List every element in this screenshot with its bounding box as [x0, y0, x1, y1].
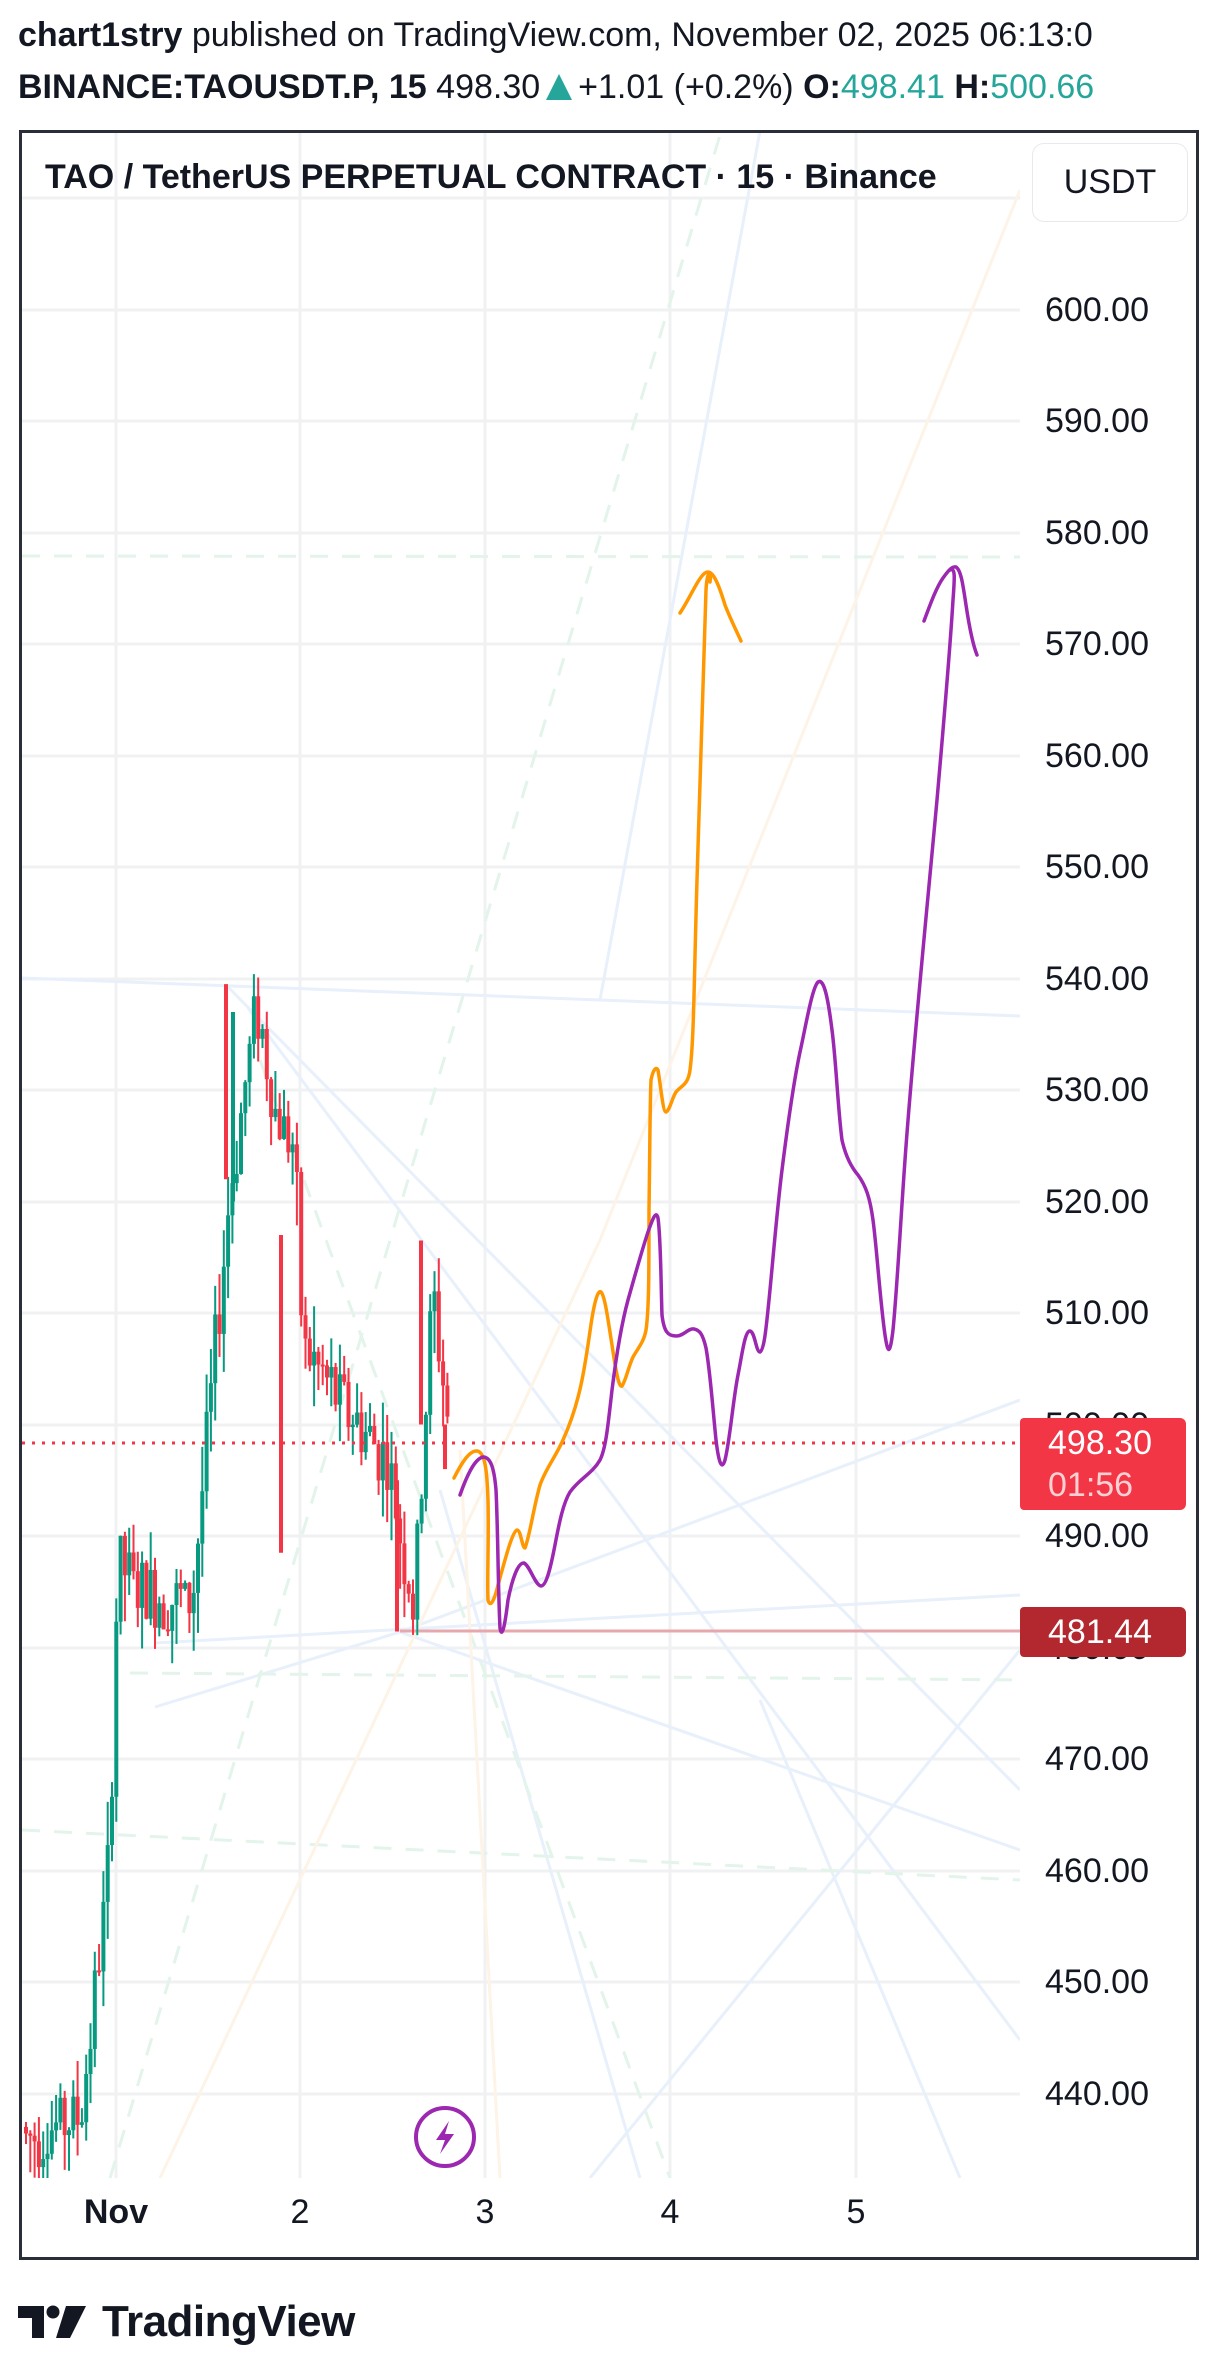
chart-title: TAO / TetherUS PERPETUAL CONTRACT · 15 ·…: [45, 158, 937, 196]
price-axis-label: 590.00: [1045, 402, 1149, 440]
candlestick-series: [24, 974, 450, 2178]
time-axis-label: 2: [290, 2193, 310, 2231]
author-name: chart1stry: [18, 16, 183, 54]
price-axis-label: 540.00: [1045, 959, 1149, 998]
price-axis-label: 440.00: [1045, 2074, 1149, 2113]
grid: [22, 133, 1020, 2178]
price-change: +1.01 (+0.2%): [578, 68, 794, 106]
price-axis-label: 470.00: [1045, 1740, 1149, 1778]
tradingview-logo-icon: [18, 2305, 86, 2338]
price-axis-label: 560.00: [1045, 736, 1149, 775]
bar-countdown: 01:56: [1048, 1466, 1134, 1504]
price-axis-label: 450.00: [1045, 1963, 1149, 2001]
high-value: 500.66: [990, 68, 1095, 106]
price-axis-label: 460.00: [1045, 1851, 1149, 1890]
time-axis-label: 3: [475, 2193, 495, 2231]
high-label: H:: [954, 68, 991, 106]
last-price: 498.30: [436, 68, 541, 106]
faint-drawings: [22, 133, 1020, 2178]
up-triangle-icon: [546, 74, 573, 100]
symbol-info-bar: BINANCE:TAOUSDT.P, 15 498.30 +1.01 (+0.2%…: [18, 64, 1094, 110]
symbol-label: BINANCE:TAOUSDT.P, 15: [18, 68, 427, 106]
price-axis-label: 490.00: [1045, 1517, 1149, 1555]
last-price-tag-value: 498.30: [1048, 1424, 1152, 1462]
brand-name: TradingView: [102, 2297, 355, 2346]
price-axis-label: 510.00: [1045, 1294, 1149, 1332]
open-value: 498.41: [840, 68, 945, 106]
horizontal-line-price-tag: 481.44: [1020, 1607, 1186, 1657]
last-price-tag: 498.30 01:56: [1020, 1418, 1186, 1510]
price-axis-label: 570.00: [1045, 625, 1149, 663]
price-axis-label: 520.00: [1045, 1182, 1149, 1221]
time-axis-label: Nov: [83, 2193, 149, 2231]
projection-orange[interactable]: [452, 570, 743, 1606]
publish-info: chart1stry published on TradingView.com,…: [18, 12, 1093, 58]
open-label: O:: [803, 68, 841, 106]
price-axis-label: 530.00: [1045, 1071, 1149, 1109]
time-axis-label: 4: [660, 2193, 680, 2231]
price-axis-label: 550.00: [1045, 848, 1149, 886]
publish-text: published on TradingView.com, November 0…: [182, 16, 1093, 54]
price-axis-label: 600.00: [1045, 290, 1149, 329]
chart-frame: [19, 130, 1199, 2260]
lightning-bolt-icon[interactable]: [414, 2106, 476, 2168]
price-axis-label: 580.00: [1045, 513, 1149, 552]
time-axis-label: 5: [846, 2193, 866, 2231]
projection-purple[interactable]: [458, 565, 979, 1634]
currency-unit-button[interactable]: USDT: [1032, 143, 1188, 222]
tradingview-logo[interactable]: TradingView: [18, 2297, 355, 2346]
